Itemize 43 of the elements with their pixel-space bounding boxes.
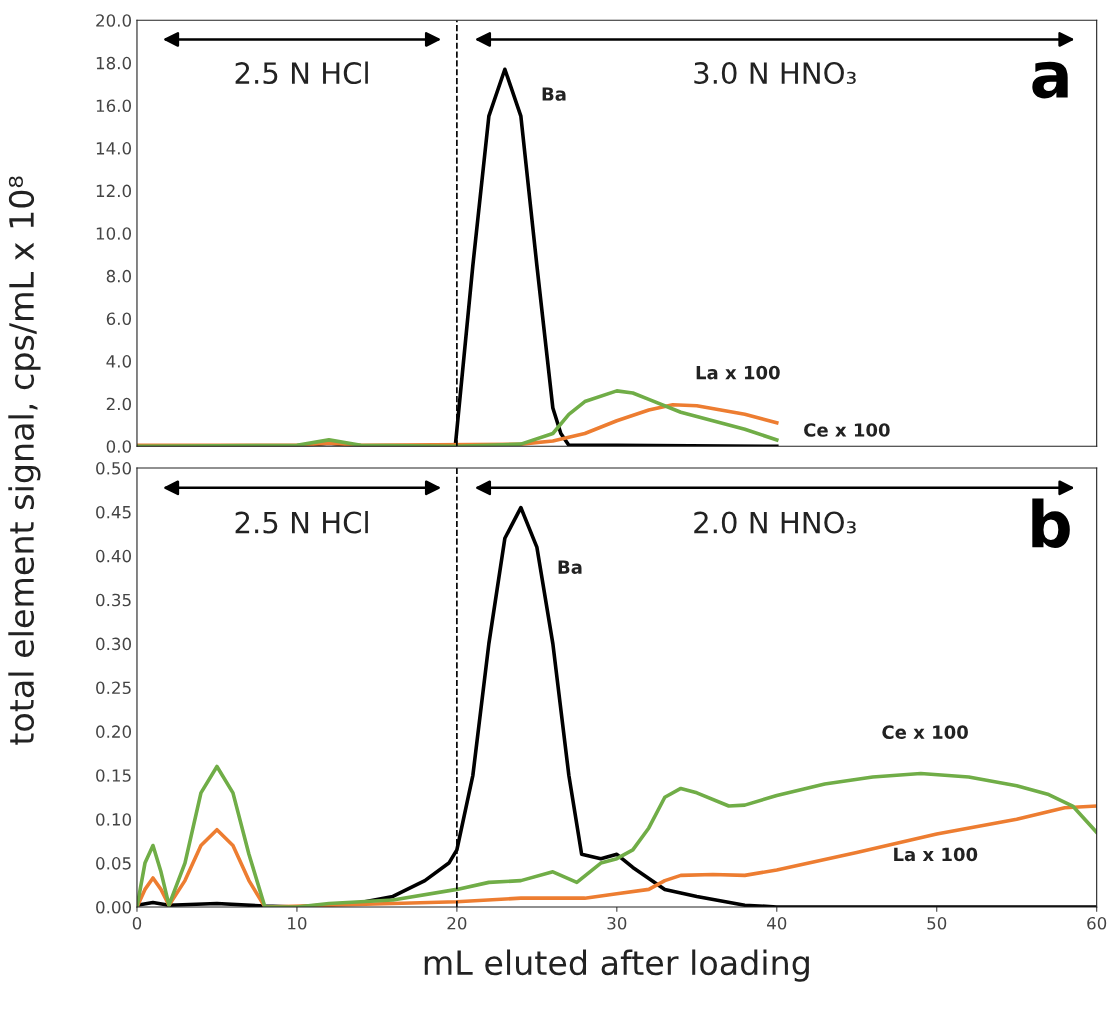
y-tick-label: 2.0 (106, 397, 132, 411)
x-tick-label: 10 (288, 916, 307, 930)
annotation: b (1032, 498, 1070, 549)
y-tick-label: 0.25 (96, 681, 131, 695)
y-tick-label: 0.20 (96, 725, 132, 738)
y-tick-label: 0.35 (96, 593, 131, 607)
series-label: Ce x 100 (804, 423, 890, 437)
y-tick-label: 10.0 (96, 227, 132, 240)
y-tick-label: 18.0 (96, 56, 132, 70)
y-tick-label: 6.0 (106, 312, 132, 326)
series-label: La x 100 (894, 847, 978, 862)
y-tick-label: 0.45 (96, 505, 131, 519)
y-tick-label: 16.0 (96, 99, 132, 113)
y-tick-label: 0.40 (96, 549, 132, 563)
text: Ce x 100 (882, 725, 968, 739)
x-tick-label: 60 (1087, 916, 1107, 930)
series-label: Ba (558, 560, 582, 574)
y-tick-label: 4.0 (106, 355, 132, 368)
y-tick-label: 0.15 (96, 769, 131, 782)
x-tick-label: 20 (447, 916, 467, 930)
y-tick-label: 0.05 (96, 857, 131, 870)
annotation: 2.5 N HCl (235, 61, 368, 85)
x-tick-label: 0 (132, 916, 142, 930)
y-tick-label: 0.00 (96, 900, 132, 914)
y-tick-label: 0.0 (106, 440, 132, 453)
y-tick-label: 8.0 (106, 269, 132, 283)
y-tick-label: 0.50 (96, 462, 132, 475)
annotation: 3.0 N HNO₃ (694, 62, 856, 85)
y-tick-label: 14.0 (96, 142, 132, 155)
y-tick-label: 20.0 (96, 14, 132, 27)
x-tick-label: 30 (607, 916, 627, 930)
y-tick-label: 0.30 (96, 637, 132, 651)
x-axis-title: mL eluted after loading (424, 949, 809, 982)
series-label: Ba (542, 87, 566, 101)
y-axis-title: total element signal, cps/mL x 10⁸ (8, 176, 41, 745)
annotation: 2.0 N HNO₃ (694, 511, 856, 534)
y-tick-label: 12.0 (96, 184, 132, 198)
annotation: a (1032, 61, 1068, 99)
x-tick-label: 40 (766, 916, 787, 930)
y-tick-label: 0.10 (96, 813, 132, 826)
series-label: La x 100 (696, 365, 780, 380)
x-tick-label: 50 (927, 916, 947, 930)
annotation: 2.5 N HCl (235, 510, 368, 534)
